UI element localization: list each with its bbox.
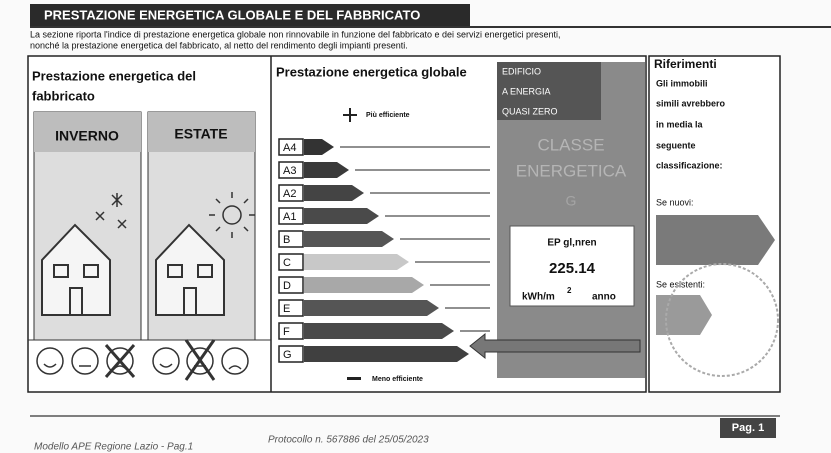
class-box (278, 184, 304, 202)
class-box (278, 230, 304, 248)
references-text: seguente (656, 140, 696, 150)
winter-faces (36, 344, 136, 378)
class-arrow (304, 139, 334, 155)
nzeb-box (497, 62, 601, 120)
class-box (278, 322, 304, 340)
ep-box (509, 225, 635, 307)
class-arrow (304, 231, 394, 247)
new-class-arrow (656, 215, 775, 265)
class-box (278, 138, 304, 156)
ep-value: 225.14 (549, 260, 596, 277)
ep-label: EP gl,nren (547, 238, 596, 249)
class-box (278, 253, 304, 271)
class-arrow (304, 277, 424, 293)
class-arrow (304, 346, 469, 362)
nzeb-label: EDIFICIO (502, 66, 541, 76)
summer-label: ESTATE (174, 126, 227, 142)
references-text: classificazione: (656, 160, 723, 170)
page-badge (720, 418, 776, 438)
summer-header (148, 112, 255, 152)
references-title: Riferimenti (654, 57, 717, 71)
references-new: Se nuovi: (656, 197, 694, 207)
header-bar (30, 4, 470, 26)
winter-header (34, 112, 141, 152)
least-efficient: Meno efficiente (372, 376, 423, 383)
ep-unit-per: anno (592, 292, 616, 303)
intro-line: nonché la prestazione energetica del fab… (30, 40, 408, 50)
panel-title: Prestazione energetica globale (276, 64, 467, 79)
class-arrow (304, 300, 439, 316)
ep-unit-exp: 2 (567, 286, 572, 295)
class-pointer (469, 332, 641, 360)
references-existing: Se esistenti: (656, 279, 705, 289)
stamp (665, 263, 779, 377)
energy-class: G (566, 193, 577, 209)
summer-faces (152, 339, 249, 381)
existing-class-arrow (656, 295, 712, 335)
class-label: A2 (283, 188, 296, 200)
class-arrow (304, 208, 379, 224)
header-title: PRESTAZIONE ENERGETICA GLOBALE E DEL FAB… (44, 7, 420, 22)
class-arrow (304, 254, 409, 270)
page-number: Pag. 1 (732, 422, 764, 434)
panel-title: Prestazione energetica del (32, 68, 196, 83)
ep-unit: kWh/m (522, 292, 555, 303)
class-box (278, 276, 304, 294)
nzeb-label: QUASI ZERO (502, 106, 558, 116)
class-arrow (304, 162, 349, 178)
class-label: D (283, 280, 291, 292)
class-box (278, 299, 304, 317)
footer-model: Modello APE Regione Lazio - Pag.1 (34, 442, 193, 453)
class-title: CLASSE (537, 135, 604, 154)
summer-house (155, 223, 225, 316)
sun (209, 192, 255, 238)
class-label: G (283, 349, 292, 361)
class-label: F (283, 326, 290, 338)
panel-title: fabbricato (32, 88, 95, 103)
nzeb-label: A ENERGIA (502, 86, 551, 96)
class-label: E (283, 303, 290, 315)
minus-icon (347, 377, 361, 380)
snowflakes (95, 193, 127, 229)
references-text: simili avrebbero (656, 98, 726, 108)
class-label: A3 (283, 165, 296, 177)
class-arrow (304, 323, 454, 339)
intro-line: La sezione riporta l'indice di prestazio… (30, 29, 561, 39)
winter-house (41, 223, 111, 316)
winter-label: INVERNO (55, 128, 119, 144)
references-text: Gli immobili (656, 78, 708, 88)
class-arrow (304, 185, 364, 201)
footer-protocol: Protocollo n. 567886 del 25/05/2023 (268, 435, 429, 446)
most-efficient: Più efficiente (366, 112, 410, 119)
class-label: C (283, 257, 291, 269)
class-label: A4 (283, 142, 296, 154)
class-title: ENERGETICA (516, 161, 627, 180)
class-label: A1 (283, 211, 296, 223)
references-text: in media la (656, 119, 704, 129)
plus-icon (343, 108, 357, 122)
class-box (278, 161, 304, 179)
class-box (278, 207, 304, 225)
class-label: B (283, 234, 290, 246)
class-box (278, 345, 304, 363)
